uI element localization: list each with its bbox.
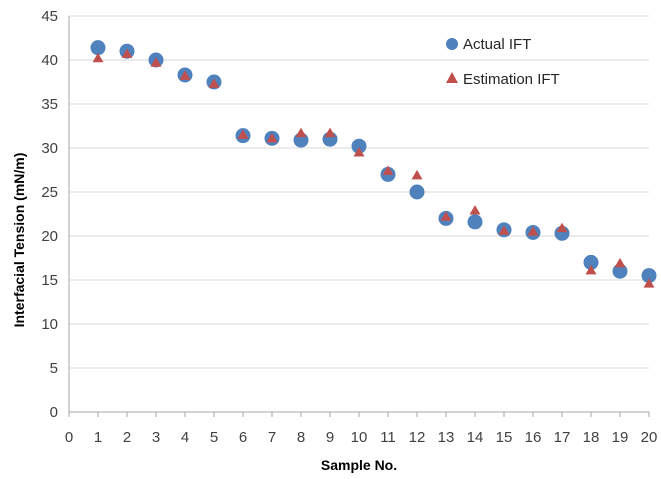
legend-marker-estimation: [446, 72, 458, 83]
x-tick-label: 8: [297, 429, 305, 446]
y-tick-label: 30: [41, 140, 58, 157]
estimation-ift-point: [382, 165, 394, 175]
x-axis-title: Sample No.: [321, 457, 397, 473]
x-tick-label: 10: [351, 429, 368, 446]
y-tick-label: 10: [41, 316, 58, 333]
estimation-ift-point: [266, 132, 278, 143]
x-tick-label: 2: [123, 429, 131, 446]
x-tick-label: 12: [409, 429, 426, 446]
estimation-ift-point: [121, 48, 133, 58]
y-tick-label: 15: [41, 272, 58, 289]
x-tick-label: 11: [380, 429, 396, 446]
estimation-ift-point: [614, 257, 626, 268]
data-points: [90, 40, 657, 288]
x-tick-label: 6: [239, 429, 247, 446]
x-tick-label: 1: [94, 429, 102, 446]
y-tick-label: 20: [41, 228, 58, 245]
x-tick-label: 20: [641, 429, 658, 446]
x-tick-label: 3: [152, 429, 160, 446]
legend-label-actual: Actual IFT: [463, 36, 531, 53]
x-tick-label: 15: [496, 429, 513, 446]
estimation-ift-point: [208, 78, 220, 88]
x-tick-label: 14: [467, 429, 484, 446]
axes: [68, 16, 650, 417]
x-tick-label: 4: [181, 429, 189, 446]
actual-ift-point: [409, 184, 425, 200]
estimation-ift-point: [150, 57, 162, 67]
x-tick-label: 13: [438, 429, 455, 446]
y-tick-labels: 0 5 10 15 20 25 30 35 40 45: [41, 8, 58, 421]
x-tick-label: 17: [554, 429, 571, 446]
estimation-ift-point: [353, 147, 365, 157]
x-tick-label: 19: [612, 429, 629, 446]
legend-marker-actual: [446, 38, 458, 50]
y-tick-label: 0: [50, 404, 58, 421]
grid-lines: [69, 15, 649, 369]
y-tick-label: 45: [41, 8, 58, 25]
actual-ift-point: [351, 138, 367, 154]
x-tick-label: 7: [268, 429, 276, 446]
actual-ift-point: [641, 268, 657, 284]
estimation-ift-point: [440, 211, 452, 221]
estimation-ift-point: [585, 264, 597, 275]
estimation-ift-point: [527, 226, 539, 236]
legend: Actual IFT Estimation IFT: [446, 36, 560, 88]
estimation-ift-point: [643, 278, 655, 288]
actual-ift-point: [612, 263, 628, 279]
estimation-ift-point: [324, 127, 336, 138]
x-tick-label: 18: [583, 429, 600, 446]
y-tick-label: 40: [41, 52, 58, 69]
y-tick-label: 25: [41, 184, 58, 201]
actual-ift-point: [467, 214, 483, 230]
actual-ift-point: [583, 254, 599, 270]
actual-ift-point: [90, 40, 106, 56]
estimation-ift-point: [498, 225, 510, 235]
x-tick-label: 16: [525, 429, 542, 446]
estimation-ift-point: [469, 205, 481, 215]
y-tick-label: 35: [41, 96, 58, 113]
x-tick-label: 0: [65, 429, 73, 446]
estimation-ift-point: [237, 129, 249, 139]
x-tick-label: 5: [210, 429, 218, 446]
estimation-ift-point: [556, 222, 568, 233]
y-tick-label: 5: [50, 360, 58, 377]
y-axis-title: Interfacial Tension (mN/m): [11, 153, 27, 328]
estimation-ift-point: [411, 169, 423, 180]
legend-label-estimation: Estimation IFT: [463, 71, 560, 88]
estimation-ift-point: [92, 52, 104, 63]
estimation-ift-point: [179, 70, 191, 80]
estimation-ift-point: [295, 127, 307, 138]
x-tick-labels: 0 1 2 3 4 5 6 7 8 9 10 11 12 13 14 15 16 17 18 19 20: [65, 429, 658, 446]
x-tick-label: 9: [326, 429, 334, 446]
